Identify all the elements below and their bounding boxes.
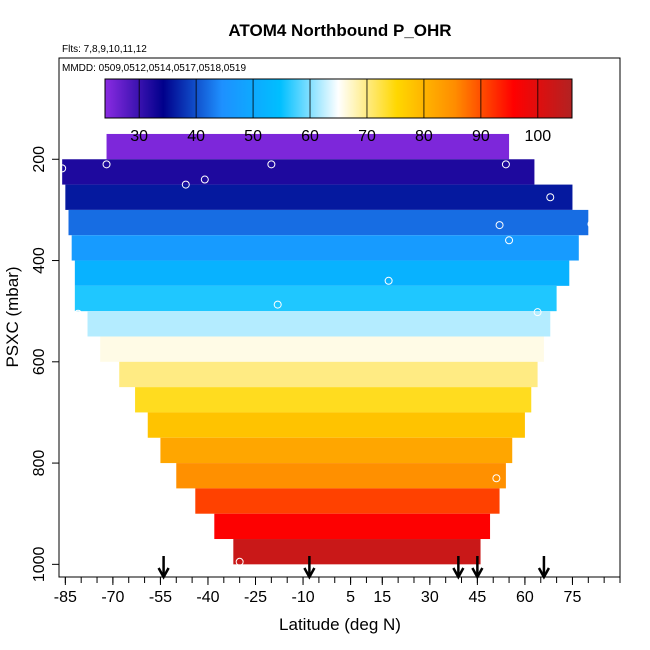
sample-point — [74, 309, 83, 318]
x-tick-label: -70 — [101, 589, 124, 606]
sample-point — [181, 180, 190, 189]
colorbar-tick-label: 60 — [301, 128, 319, 145]
x-tick-label: 60 — [516, 589, 534, 606]
sample-point — [200, 175, 209, 184]
heatmap-cell — [65, 184, 573, 210]
x-tick-label: -40 — [196, 589, 219, 606]
arrow-markers — [157, 556, 551, 580]
sample-point — [492, 474, 501, 483]
chart-title: ATOM4 Northbound P_OHR — [228, 21, 451, 40]
y-tick-label: 200 — [31, 146, 48, 173]
sample-point — [273, 300, 282, 309]
colorbar-tick-label: 70 — [358, 128, 376, 145]
heatmap-cell — [68, 209, 589, 236]
dates-note: MMDD: 0509,0512,0514,0517,0518,0519 — [62, 63, 246, 74]
heatmap-cell — [119, 361, 538, 388]
colorbar: 30 40 50 60 70 80 90 100 — [104, 78, 573, 145]
sample-point — [505, 236, 514, 245]
x-tick-label: 5 — [346, 589, 355, 606]
x-tick-label: 45 — [468, 589, 486, 606]
colorbar-tick-label: 80 — [415, 128, 433, 145]
heatmap-cell — [135, 387, 532, 413]
sample-point — [102, 160, 111, 169]
heatmap-cell — [147, 412, 525, 438]
colorbar-tick-label: 30 — [130, 128, 148, 145]
heatmap-cell — [195, 488, 500, 514]
heatmap-cell — [233, 539, 481, 565]
heatmap-layers — [62, 133, 589, 565]
heatmap-cell — [71, 235, 579, 261]
x-tick-label: 15 — [373, 589, 391, 606]
sample-point — [235, 557, 244, 566]
sample-point — [384, 276, 393, 285]
colorbar-tick-label: 100 — [524, 128, 551, 145]
y-tick-label: 800 — [31, 450, 48, 477]
colorbar-fill — [104, 78, 573, 119]
y-axis-label: PSXC (mbar) — [3, 266, 22, 367]
x-tick-label: 30 — [421, 589, 439, 606]
sample-point — [501, 160, 510, 169]
x-tick-label: -10 — [291, 589, 314, 606]
y-tick-label: 600 — [31, 348, 48, 375]
heatmap-cell — [160, 437, 513, 464]
colorbar-tick-label: 40 — [187, 128, 205, 145]
x-tick-label: -25 — [244, 589, 267, 606]
heatmap-cell — [87, 311, 551, 337]
x-tick-label: -85 — [54, 589, 77, 606]
sample-point — [587, 220, 596, 229]
heatmap-cell — [176, 463, 506, 489]
heatmap-cell — [62, 159, 535, 185]
flights-note: Flts: 7,8,9,10,11,12 — [62, 44, 147, 55]
x-tick-label: 75 — [564, 589, 582, 606]
x-axis-label: Latitude (deg N) — [279, 615, 401, 634]
colorbar-tick-label: 90 — [472, 128, 490, 145]
x-axis: -85 -70 -55 -40 -25 -10 5 15 30 45 60 75 — [54, 577, 621, 606]
y-tick-label: 1000 — [31, 546, 48, 582]
heatmap-cell — [214, 513, 491, 540]
x-tick-label: -55 — [149, 589, 172, 606]
y-axis: 200 400 600 800 1000 — [31, 146, 59, 582]
y-tick-label: 400 — [31, 247, 48, 274]
heatmap-cell — [100, 336, 544, 362]
heatmap-cell — [74, 260, 570, 286]
colorbar-tick-label: 50 — [244, 128, 262, 145]
data-points — [58, 160, 596, 566]
sample-point — [267, 160, 276, 169]
sample-point — [495, 221, 504, 230]
sample-point — [546, 193, 555, 202]
heatmap-cell — [106, 133, 510, 160]
sample-point — [533, 308, 542, 317]
plot-frame — [58, 57, 621, 578]
heatmap-cell — [74, 285, 557, 312]
